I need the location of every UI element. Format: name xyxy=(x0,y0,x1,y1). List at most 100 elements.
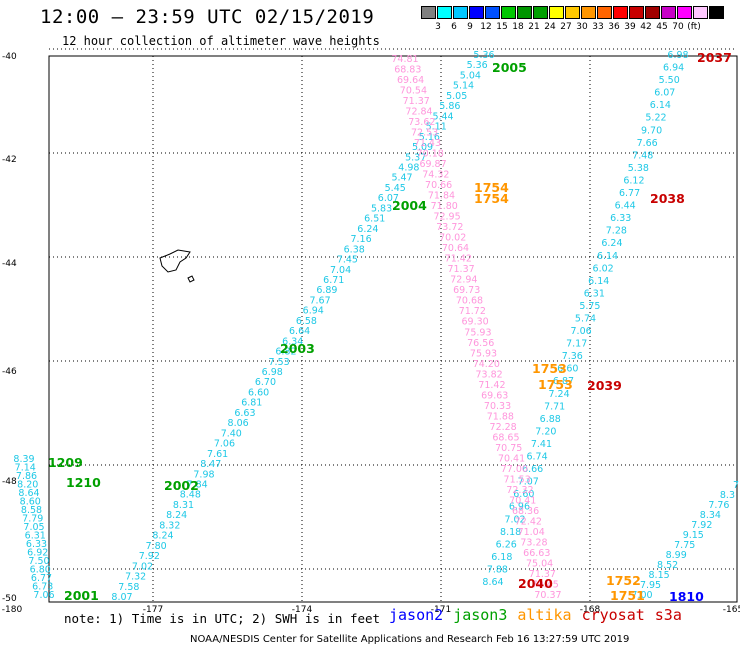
wave-height-value: 70.75 xyxy=(495,443,522,454)
y-tick-label: -48 xyxy=(2,477,17,487)
wave-height-value: 71.37 xyxy=(403,96,430,107)
wave-height-value: 6.60 xyxy=(557,364,578,375)
wave-height-value: 6.07 xyxy=(378,193,399,204)
wave-height-value: 6.96 xyxy=(509,502,530,513)
wave-height-value: 71.43 xyxy=(414,138,441,149)
wave-height-value: 7.40 xyxy=(221,428,242,439)
wave-height-value: 69.63 xyxy=(481,390,508,401)
colorbar-label: 18 xyxy=(512,22,524,32)
wave-height-value: 7.17 xyxy=(566,339,587,350)
colorbar-label: 30 xyxy=(576,22,588,32)
wave-height-value: 8.34 xyxy=(700,510,721,521)
altimeter-tracks: 5.365.365.045.145.055.865.445.115.165.09… xyxy=(13,50,739,603)
wave-height-value: 8.07 xyxy=(111,592,132,603)
wave-height-value: 5.36 xyxy=(473,50,494,61)
colorbar-label: 21 xyxy=(528,22,540,32)
colorbar-swatch xyxy=(677,6,692,19)
colorbar-label: 39 xyxy=(624,22,636,32)
wave-height-value: 6.73 xyxy=(32,582,53,593)
units-note: note: 1) Time is in UTC; 2) SWH is in fe… xyxy=(64,611,381,626)
wave-height-value: 69.64 xyxy=(397,75,424,86)
wave-height-value: 7.41 xyxy=(531,439,552,450)
wave-height-value: 7.86 xyxy=(16,471,37,482)
x-tick-label: -171 xyxy=(431,605,451,615)
wave-height-value: 4.98 xyxy=(398,162,419,173)
colorbar-swatch xyxy=(533,6,548,19)
wave-height-value: 6.80 xyxy=(30,565,51,576)
wave-height-value: 6.24 xyxy=(601,238,622,249)
wave-height-value: 7.98 xyxy=(193,469,214,480)
wave-height-value: 75.04 xyxy=(526,558,553,569)
wave-height-value: 8.24 xyxy=(166,510,187,521)
colorbar-swatch xyxy=(597,6,612,19)
wave-height-value: 8.58 xyxy=(21,505,42,516)
colorbar-swatch xyxy=(501,6,516,19)
pass-labels: 2005 2004 2003 2002 2001 1209 1210 2037 2038 2039… xyxy=(48,50,732,604)
wave-height-value: 5.44 xyxy=(432,111,453,122)
wave-height-value: 7.06 xyxy=(33,590,54,601)
wave-height-value: 7 xyxy=(733,480,739,491)
colorbar-swatch xyxy=(549,6,564,19)
wave-height-value: 6.74 xyxy=(526,452,547,463)
colorbar-label: 33 xyxy=(592,22,604,32)
colorbar-label: 6 xyxy=(451,22,457,32)
island-outline xyxy=(159,249,195,283)
colorbar-label: 36 xyxy=(608,22,620,32)
wave-height-value: 5.05 xyxy=(446,91,467,102)
wave-height-value: 73.28 xyxy=(520,537,547,548)
pass-time-label: 1753 xyxy=(538,377,573,392)
pass-time-label: 2001 xyxy=(64,588,99,603)
wave-height-value: 7.48 xyxy=(632,150,653,161)
wave-height-value: 74.32 xyxy=(422,170,449,181)
wave-height-value: 5.75 xyxy=(579,301,600,312)
wave-height-value: 5.50 xyxy=(659,75,680,86)
wave-height-value: 72.84 xyxy=(405,107,432,118)
pass-time-label: 1209 xyxy=(48,455,83,470)
wave-height-value: 7.24 xyxy=(548,389,569,400)
y-tick-label: -40 xyxy=(2,52,17,62)
wave-height-value: 6.77 xyxy=(619,188,640,199)
wave-height-value: 6.66 xyxy=(522,464,543,475)
wave-height-value: 7.75 xyxy=(674,540,695,551)
wave-height-value: 6.98 xyxy=(262,367,283,378)
wave-height-value: 8.31 xyxy=(173,500,194,511)
legend-item: s3a xyxy=(654,606,682,624)
pass-time-label: 2003 xyxy=(280,341,315,356)
wave-height-value: 7.61 xyxy=(207,449,228,460)
wave-height-value: 8.60 xyxy=(20,497,41,508)
wave-height-value: 7.53 xyxy=(269,357,290,368)
wave-height-value: 6.89 xyxy=(316,285,337,296)
wave-height-value: 8.47 xyxy=(200,459,221,470)
wave-height-value: 6.58 xyxy=(296,316,317,327)
wave-height-value: 7.95 xyxy=(640,580,661,591)
wave-height-value: 6.51 xyxy=(364,214,385,225)
wave-height-value: 5.74 xyxy=(575,314,596,325)
wave-height-value: 76.56 xyxy=(467,338,494,349)
wave-height-value: 6.34 xyxy=(282,336,303,347)
x-tick-label: -180 xyxy=(2,605,23,615)
wave-height-value: 70.66 xyxy=(425,180,452,191)
wave-height-value: 7.36 xyxy=(562,351,583,362)
wave-height-value: 5.38 xyxy=(628,163,649,174)
colorbar-label: (ft) xyxy=(687,22,701,32)
colorbar-swatch xyxy=(629,6,644,19)
map-grid xyxy=(49,48,737,602)
wave-height-value: 7.28 xyxy=(606,226,627,237)
wave-height-value: 5.36 xyxy=(467,60,488,71)
wave-height-value: 7.80 xyxy=(146,541,167,552)
wave-height-value: 6.18 xyxy=(491,552,512,563)
wave-height-value: 5.14 xyxy=(453,81,474,92)
colorbar-label: 3 xyxy=(435,22,441,32)
wave-height-value: 70.37 xyxy=(534,590,561,601)
wave-height-value: 7.06 xyxy=(214,439,235,450)
wave-height-value: 6.88 xyxy=(540,414,561,425)
colorbar-swatch xyxy=(661,6,676,19)
wave-height-value: 5.09 xyxy=(412,142,433,153)
wave-height-value: 75.93 xyxy=(464,327,491,338)
wave-height-value: 5.04 xyxy=(460,70,481,81)
wave-height-value: 8.15 xyxy=(649,570,670,581)
wave-height-value: 8.99 xyxy=(666,550,687,561)
wave-height-value: 7.02 xyxy=(132,561,153,572)
wave-height-value: 6.02 xyxy=(593,263,614,274)
